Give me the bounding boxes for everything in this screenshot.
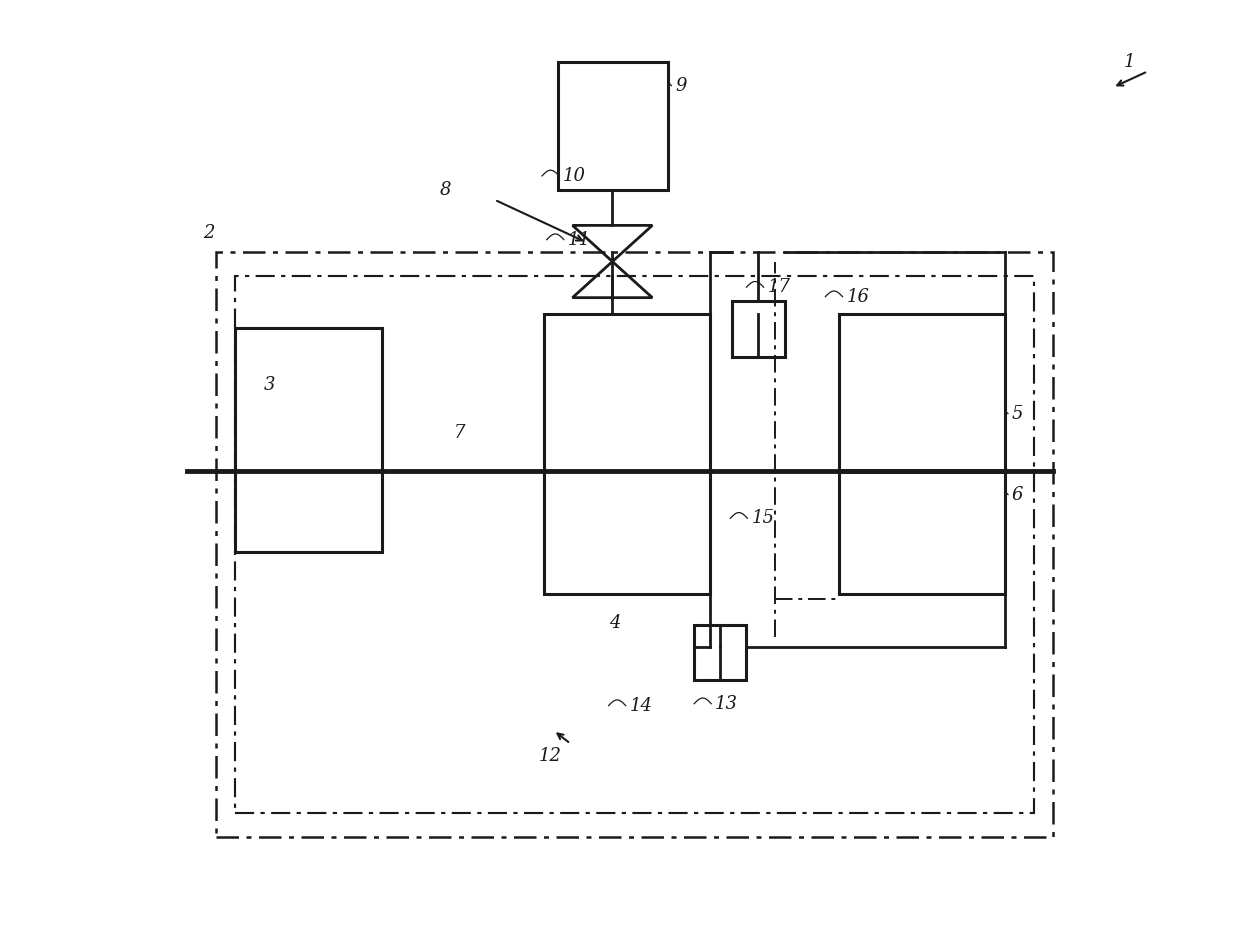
Text: 12: 12 xyxy=(539,747,562,765)
Text: 9: 9 xyxy=(675,77,687,94)
Text: 8: 8 xyxy=(439,182,451,199)
Text: 2: 2 xyxy=(203,224,215,242)
Bar xyxy=(234,276,1034,813)
Text: 15: 15 xyxy=(751,510,774,527)
Text: 14: 14 xyxy=(630,697,652,714)
Text: 10: 10 xyxy=(563,167,587,184)
Text: 11: 11 xyxy=(568,231,590,248)
Bar xyxy=(216,252,1053,837)
Bar xyxy=(838,314,1006,594)
Text: 5: 5 xyxy=(1012,405,1023,422)
Text: 17: 17 xyxy=(768,279,790,296)
Text: 13: 13 xyxy=(715,695,738,712)
Text: 1: 1 xyxy=(1123,53,1136,70)
Text: 6: 6 xyxy=(1012,486,1023,503)
Bar xyxy=(558,62,667,190)
Text: 7: 7 xyxy=(454,424,465,441)
Bar xyxy=(544,314,711,594)
Text: 16: 16 xyxy=(847,288,869,305)
Bar xyxy=(732,301,785,357)
Text: 4: 4 xyxy=(609,614,620,631)
Text: 3: 3 xyxy=(263,377,275,394)
Bar xyxy=(234,328,382,552)
Bar xyxy=(694,625,746,680)
